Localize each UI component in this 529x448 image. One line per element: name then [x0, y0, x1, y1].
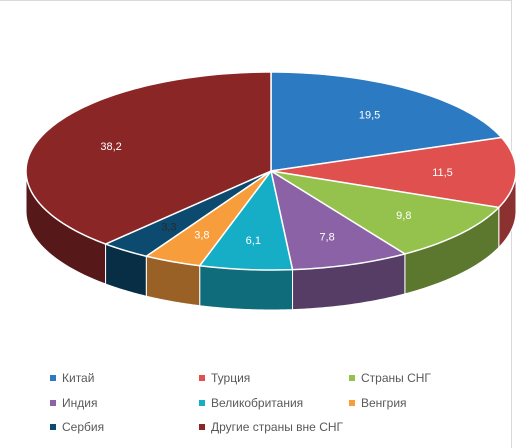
pie-data-labels: 19,5 11,5 9,8 7,8 6,1 3,8 3,3 38,2	[100, 109, 452, 247]
chart-frame-top	[0, 0, 511, 1]
pie-sides	[25, 170, 517, 311]
data-label-hungary: 3,8	[194, 229, 209, 241]
data-label-india: 7,8	[319, 232, 334, 244]
pie-slice-hungary	[145, 170, 272, 267]
data-label-cis: 9,8	[396, 210, 411, 222]
pie-slice-other	[25, 71, 272, 245]
data-label-china: 19,5	[359, 109, 380, 121]
pie-side-uk	[199, 265, 294, 311]
pie-slice-serbia	[104, 170, 272, 257]
data-label-other: 38,2	[100, 141, 121, 153]
pie-slice-uk	[198, 170, 294, 271]
pie-slice-turkey	[270, 136, 517, 209]
data-label-serbia: 3,3	[161, 222, 176, 234]
data-label-turkey: 11,5	[432, 167, 453, 179]
data-label-uk: 6,1	[246, 235, 261, 247]
pie-slice-cis	[270, 170, 500, 255]
pie-top	[25, 71, 517, 271]
pie-slice-india	[270, 170, 406, 271]
pie-slice-china	[270, 71, 503, 172]
